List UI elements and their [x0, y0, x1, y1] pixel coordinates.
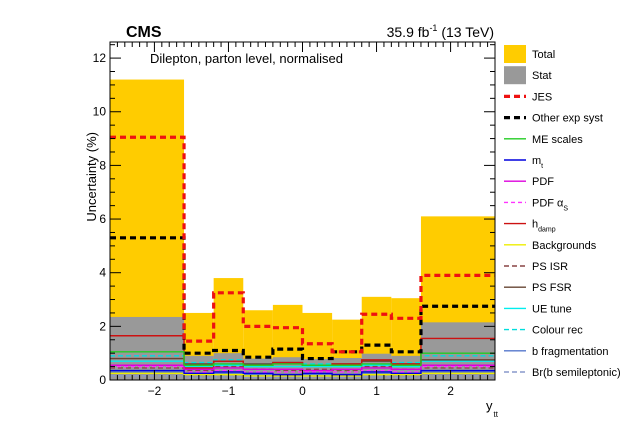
cms-label: CMS — [126, 24, 162, 41]
legend-label: UE tune — [532, 303, 572, 315]
legend-label-text: Other exp syst — [532, 113, 603, 125]
legend-label: Colour rec — [532, 325, 583, 337]
legend-entry-mt: mt — [504, 155, 543, 170]
legend-label-text: ME scales — [532, 134, 583, 146]
legend-label: ME scales — [532, 134, 583, 146]
legend-label-text: h — [532, 219, 538, 231]
line-layer — [110, 135, 495, 379]
legend-label-text: m — [532, 155, 541, 167]
legend-entry-total: Total — [504, 45, 555, 63]
legend-entry-ps_fsr: PS FSR — [504, 282, 572, 294]
legend-label: PS ISR — [532, 261, 568, 273]
y-axis-label: Uncertainty (%) — [84, 132, 99, 222]
legend-entry-hdamp: hdamp — [504, 219, 556, 234]
legend-label-subscript: S — [563, 205, 568, 212]
legend-label-text: UE tune — [532, 303, 572, 315]
pdf_as-line — [110, 365, 495, 373]
legend-label: Other exp syst — [532, 113, 603, 125]
legend-label: hdamp — [532, 219, 556, 234]
legend-label-text: PDF — [532, 176, 554, 188]
legend-label-text: PS ISR — [532, 261, 568, 273]
legend-label: PS FSR — [532, 282, 572, 294]
legend-label-text: Total — [532, 49, 555, 61]
legend-entry-br_bsl: Br(b semileptonic) — [504, 367, 621, 379]
x-tick-label: −1 — [222, 384, 236, 398]
legend-label: Stat — [532, 70, 552, 82]
legend-label-subscript: t — [541, 163, 543, 170]
jes-line — [110, 135, 495, 354]
x-axis-label-main: y — [486, 398, 493, 413]
legend-label-text: PS FSR — [532, 282, 572, 294]
ue_tune-line — [110, 360, 495, 368]
legend-label-text: Br(b semileptonic) — [532, 367, 621, 379]
legend-entry-pdf_as: PDF αS — [504, 197, 568, 212]
legend-label: Br(b semileptonic) — [532, 367, 621, 379]
legend-label: Total — [532, 49, 555, 61]
x-axis-label: ytt — [486, 398, 499, 419]
legend-swatch — [504, 45, 526, 63]
legend-entry-other_exp: Other exp syst — [504, 113, 603, 125]
legend-entry-jes: JES — [504, 91, 552, 103]
lumi-value: 35.9 fb — [387, 24, 430, 40]
x-axis-label-sub: tt — [494, 410, 499, 419]
legend-label: PDF — [532, 176, 554, 188]
x-tick-label: −2 — [148, 384, 162, 398]
other_exp-line — [110, 236, 495, 361]
legend-label-text: Colour rec — [532, 325, 583, 337]
legend-swatch — [504, 66, 526, 85]
legend-label-text: b fragmentation — [532, 346, 608, 358]
lumi-energy: (13 TeV) — [437, 24, 494, 40]
legend-entry-backgrounds: Backgrounds — [504, 240, 597, 252]
x-tick-label: 1 — [373, 384, 380, 398]
legend-label-text: Backgrounds — [532, 240, 597, 252]
legend-label: PDF αS — [532, 197, 568, 212]
legend-entry-pdf: PDF — [504, 176, 554, 188]
legend-label-text: JES — [532, 91, 552, 103]
legend-entry-ue_tune: UE tune — [504, 303, 572, 315]
legend: Total Stat JES Other exp syst ME scales mt PDF… — [504, 45, 621, 379]
legend-label: mt — [532, 155, 543, 170]
legend-label-text: PDF α — [532, 197, 564, 209]
x-tick-label: 2 — [447, 384, 454, 398]
legend-label: Backgrounds — [532, 240, 597, 252]
luminosity-label: 35.9 fb-1 (13 TeV) — [387, 23, 494, 40]
legend-entry-b_frag: b fragmentation — [504, 346, 608, 358]
y-tick-label: 2 — [99, 319, 106, 333]
y-tick-label: 4 — [99, 266, 106, 280]
legend-entry-stat: Stat — [504, 66, 552, 85]
legend-label-subscript: damp — [538, 227, 556, 234]
x-tick-label: 0 — [299, 384, 306, 398]
legend-entry-colour_rec: Colour rec — [504, 325, 583, 337]
legend-label: b fragmentation — [532, 346, 608, 358]
fill-layer — [110, 79, 495, 381]
stat-bar-0 — [110, 316, 185, 380]
legend-label: JES — [532, 91, 552, 103]
legend-entry-ps_isr: PS ISR — [504, 261, 568, 273]
y-tick-label: 12 — [93, 51, 107, 65]
legend-label-text: Stat — [532, 70, 552, 82]
y-tick-label: 0 — [99, 373, 106, 387]
legend-entry-me_scales: ME scales — [504, 134, 583, 146]
y-tick-label: 10 — [93, 105, 107, 119]
plot-annotation: Dilepton, parton level, normalised — [150, 51, 343, 66]
lumi-exponent: -1 — [429, 23, 437, 33]
y-tick-label: 6 — [99, 212, 106, 226]
y-tick-label: 8 — [99, 158, 106, 172]
me_scales-line — [110, 351, 495, 366]
